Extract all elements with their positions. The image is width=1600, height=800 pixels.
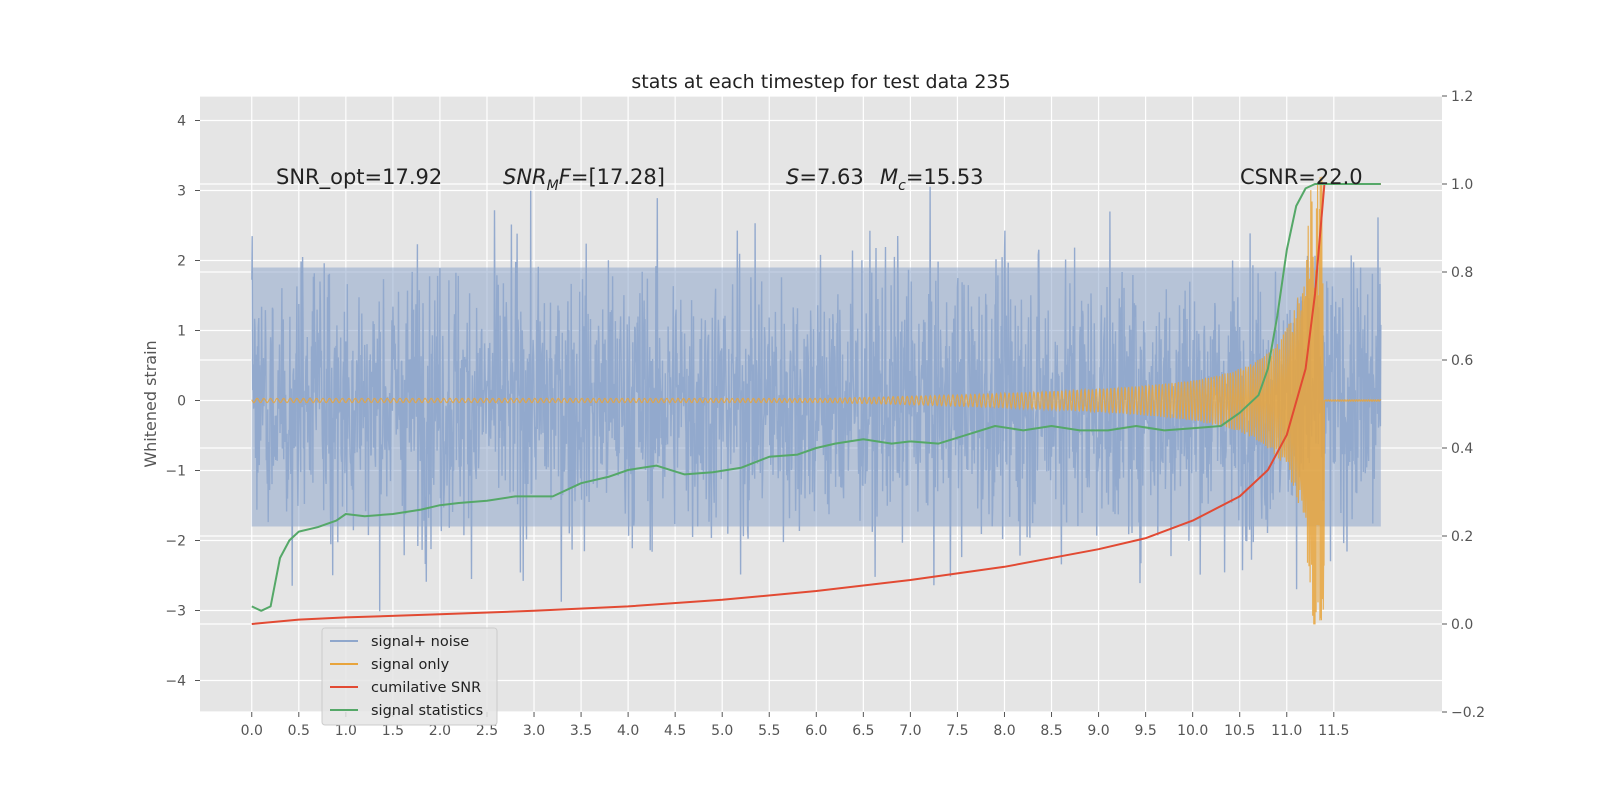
annotation-snr-mf-value: [17.28]: [588, 165, 665, 189]
x-tick-label: 2.0: [429, 723, 451, 739]
annotation-snr-mf: SNRMF=[17.28]: [503, 165, 665, 194]
series-lines: [251, 183, 1381, 625]
x-tick-label: 1.5: [382, 723, 404, 739]
x-tick-label: 0.5: [288, 723, 310, 739]
y-tick-label: −1: [165, 464, 186, 480]
y-tick-label: 1: [177, 324, 186, 340]
signal-statistics-line: [251, 183, 1381, 612]
y-tick-label: 4: [177, 114, 186, 130]
legend-label-signal-statistics: signal statistics: [371, 703, 483, 719]
signal-only-line: [251, 176, 1382, 625]
y-axis-label: Whitened strain: [141, 340, 160, 467]
x-tick-label: 6.0: [805, 723, 827, 739]
x-tick-label: 5.0: [711, 723, 733, 739]
x-tick-label: 2.5: [476, 723, 498, 739]
cumulative-snr-line: [251, 183, 1381, 625]
right-y-tick-label: 0.4: [1451, 441, 1473, 457]
x-tick-label: 7.5: [946, 723, 968, 739]
x-tick-label: 11.0: [1271, 723, 1302, 739]
x-tick-label: 3.0: [523, 723, 545, 739]
right-y-tick-label: 0.0: [1451, 617, 1473, 633]
x-tick-label: 6.5: [852, 723, 874, 739]
x-tick-label: 7.0: [899, 723, 921, 739]
right-y-axis-ticks: 1.2 1.0 0.8 0.6 0.4 0.2 0.0 −0.2: [1442, 89, 1485, 721]
y-tick-label: 3: [177, 184, 186, 200]
x-tick-label: 9.0: [1087, 723, 1109, 739]
right-y-tick-label: 0.6: [1451, 353, 1473, 369]
legend-label-signal-noise: signal+ noise: [371, 634, 469, 650]
series-signal-only: [251, 176, 1382, 625]
y-axis-ticks: 4 3 2 1 0 −1 −2 −3 −4: [165, 114, 200, 690]
x-tick-label: 4.5: [664, 723, 686, 739]
y-tick-label: 0: [177, 394, 186, 410]
x-tick-label: 11.5: [1318, 723, 1349, 739]
y-tick-label: −2: [165, 534, 186, 550]
x-tick-label: 5.5: [758, 723, 780, 739]
x-tick-label: 1.0: [335, 723, 357, 739]
right-y-tick-label: 0.8: [1451, 265, 1473, 281]
legend: signal+ noise signal only cumilative SNR…: [321, 627, 498, 726]
right-y-tick-label: 1.0: [1451, 177, 1473, 193]
annotation-csnr: CSNR=22.0: [1240, 165, 1363, 189]
annotation-snr-opt: SNR_opt=17.92: [276, 165, 442, 190]
right-y-tick-label: 0.2: [1451, 529, 1473, 545]
right-y-tick-label: −0.2: [1451, 705, 1485, 721]
x-tick-label: 10.0: [1177, 723, 1208, 739]
x-tick-label: 3.5: [570, 723, 592, 739]
legend-label-cumulative-snr: cumilative SNR: [371, 680, 481, 696]
y-tick-label: 2: [177, 254, 186, 270]
right-y-tick-label: 1.2: [1451, 89, 1473, 105]
legend-label-signal-only: signal only: [371, 657, 450, 673]
y-tick-label: −3: [165, 604, 186, 620]
x-tick-label: 4.0: [617, 723, 639, 739]
legend-box: [321, 627, 498, 726]
x-tick-label: 10.5: [1224, 723, 1255, 739]
annotation-s: S=7.63: [786, 165, 864, 189]
annotation-s-value: =7.63: [799, 165, 863, 189]
x-tick-label: 9.5: [1134, 723, 1156, 739]
annotation-mc-value: =15.53: [906, 165, 984, 189]
chart-title: stats at each timestep for test data 235: [631, 71, 1010, 93]
y-tick-label: −4: [165, 674, 186, 690]
x-tick-label: 8.5: [1040, 723, 1062, 739]
x-tick-label: 0.0: [241, 723, 263, 739]
x-axis-ticks: 0.0 0.5 1.0 1.5 2.0 2.5 3.0 3.5 4.0 4.5 5.0 5.5 6.0 6…: [241, 712, 1349, 739]
annotation-mc: Mc=15.53: [880, 165, 984, 194]
x-tick-label: 8.0: [993, 723, 1015, 739]
